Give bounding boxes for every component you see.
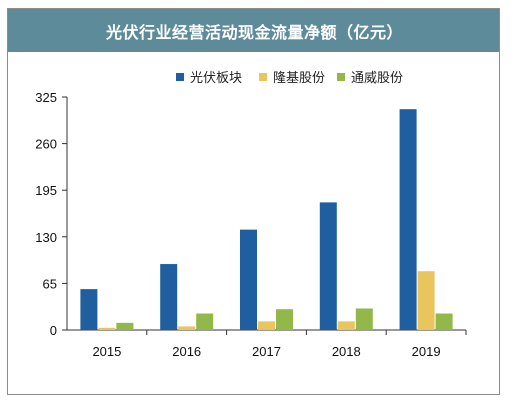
y-tick-label: 65	[43, 276, 57, 291]
bar-2	[258, 321, 275, 330]
bar-2	[178, 326, 196, 330]
bar-1	[240, 229, 257, 330]
bar-1	[80, 289, 98, 330]
bar-3	[276, 309, 293, 330]
legend-label-2: 隆基股份	[273, 71, 325, 86]
legend-label-3: 通威股份	[351, 71, 403, 86]
bar-2	[337, 321, 355, 330]
bar-3	[355, 308, 373, 330]
legend-swatch-1	[176, 73, 184, 81]
bar-3	[116, 322, 134, 330]
bar-3	[435, 313, 453, 330]
legend-swatch-2	[259, 73, 267, 81]
bar-2	[98, 327, 116, 330]
x-tick-label: 2017	[252, 344, 281, 359]
bar-1	[319, 202, 337, 330]
x-tick-label: 2016	[172, 344, 201, 359]
bar-1	[160, 264, 178, 330]
bar-1	[399, 109, 417, 331]
legend-label-1: 光伏板块	[190, 71, 242, 86]
y-tick-label: 325	[35, 90, 57, 105]
y-tick-label: 195	[35, 183, 57, 198]
x-tick-label: 2015	[92, 344, 121, 359]
chart-title: 光伏行业经营活动现金流量净额（亿元）	[8, 9, 499, 52]
y-tick-label: 0	[50, 323, 57, 338]
bar-2	[417, 271, 435, 330]
x-tick-label: 2018	[332, 344, 361, 359]
y-tick-label: 130	[35, 230, 57, 245]
bar-3	[196, 313, 214, 330]
x-tick-label: 2019	[412, 344, 441, 359]
legend-swatch-3	[337, 73, 345, 81]
y-tick-label: 260	[35, 137, 57, 152]
